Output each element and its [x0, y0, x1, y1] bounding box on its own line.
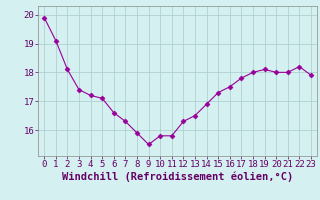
X-axis label: Windchill (Refroidissement éolien,°C): Windchill (Refroidissement éolien,°C) [62, 172, 293, 182]
